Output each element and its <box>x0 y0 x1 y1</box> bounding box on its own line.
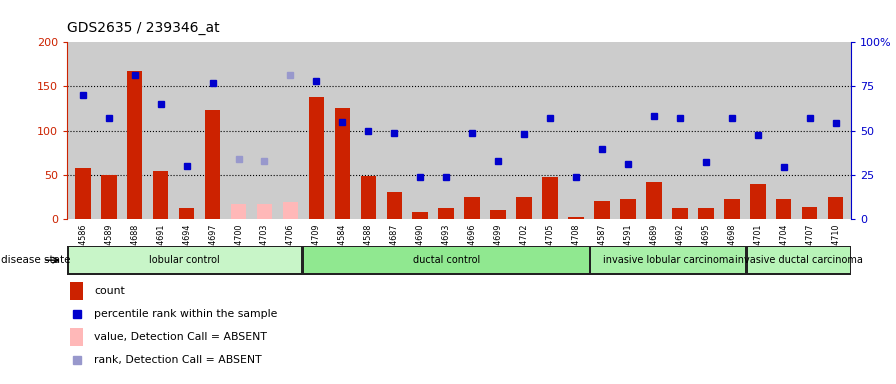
Bar <box>698 208 713 219</box>
Text: rank, Detection Call = ABSENT: rank, Detection Call = ABSENT <box>94 355 262 365</box>
Bar <box>828 197 843 219</box>
Bar <box>748 247 850 273</box>
Bar <box>516 197 532 219</box>
Bar <box>591 247 745 273</box>
Bar <box>594 201 610 219</box>
Bar <box>438 208 454 219</box>
Bar <box>101 175 116 219</box>
Bar <box>724 199 739 219</box>
Bar <box>750 184 765 219</box>
Text: invasive lobular carcinoma: invasive lobular carcinoma <box>603 255 734 265</box>
Bar <box>334 109 350 219</box>
Bar <box>179 208 194 219</box>
Bar <box>464 197 480 219</box>
Bar <box>68 247 301 273</box>
Bar <box>282 202 298 219</box>
Bar <box>304 247 589 273</box>
Text: value, Detection Call = ABSENT: value, Detection Call = ABSENT <box>94 332 267 342</box>
Text: ductal control: ductal control <box>412 255 479 265</box>
Bar <box>308 97 324 219</box>
Bar <box>568 217 584 219</box>
Text: count: count <box>94 286 125 296</box>
Bar <box>75 168 90 219</box>
Bar <box>70 282 83 300</box>
Bar <box>412 212 428 219</box>
Bar <box>360 177 376 219</box>
Bar <box>231 204 246 219</box>
Bar <box>127 71 142 219</box>
Bar <box>776 199 791 219</box>
Bar <box>620 199 636 219</box>
Text: invasive ductal carcinoma: invasive ductal carcinoma <box>735 255 863 265</box>
Text: percentile rank within the sample: percentile rank within the sample <box>94 309 278 319</box>
Text: lobular control: lobular control <box>150 255 220 265</box>
Bar <box>205 110 220 219</box>
Bar <box>70 328 83 346</box>
Bar <box>802 207 817 219</box>
Text: GDS2635 / 239346_at: GDS2635 / 239346_at <box>67 21 220 35</box>
Bar <box>672 208 687 219</box>
Text: disease state: disease state <box>1 255 71 265</box>
Bar <box>542 177 558 219</box>
Bar <box>490 210 506 219</box>
Bar <box>646 182 661 219</box>
Bar <box>257 204 272 219</box>
Bar <box>153 171 168 219</box>
Bar <box>386 192 402 219</box>
